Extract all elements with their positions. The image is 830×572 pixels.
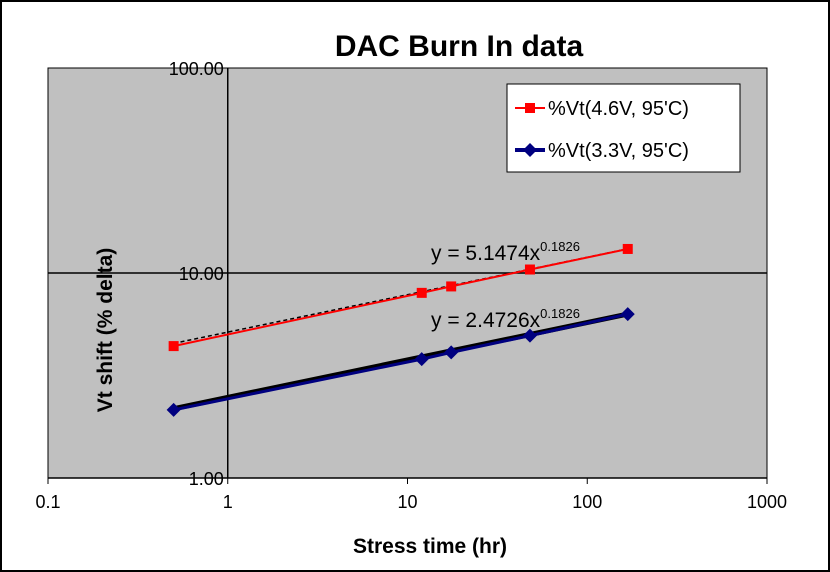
x-axis-label: Stress time (hr) <box>353 535 507 558</box>
series-1-point <box>622 243 633 254</box>
x-tick-label: 0.1 <box>35 492 60 512</box>
trendline-equations: y = 5.1474x0.1826 y = 2.4726x0.1826 <box>431 239 580 332</box>
legend-marker-series-1 <box>525 103 535 113</box>
x-tick-label: 1000 <box>747 492 787 512</box>
series-1-point <box>446 281 457 292</box>
series-2-point <box>620 307 635 322</box>
y-axis-label: Vt shift (% delta) <box>94 248 117 413</box>
series-2-point <box>522 328 537 343</box>
legend-box <box>506 83 741 173</box>
x-axis-ticks: 0.1 1 10 100 1000 <box>35 478 787 512</box>
series-1-point <box>524 264 535 275</box>
y-tick-label: 10.00 <box>179 264 224 284</box>
x-tick-label: 100 <box>572 492 602 512</box>
data-markers <box>166 243 635 417</box>
series-2-point <box>444 345 459 360</box>
series-2-point <box>414 352 429 367</box>
legend-label-series-2: %Vt(3.3V, 95'C) <box>548 140 689 162</box>
equation-series-2: y = 2.4726x0.1826 <box>431 306 580 332</box>
equation-series-1-exp: 0.1826 <box>540 239 580 254</box>
y-tick-label: 1.00 <box>189 469 224 489</box>
series-1-point <box>168 341 179 352</box>
equation-series-2-coef: y = 2.4726x <box>431 309 541 332</box>
x-tick-label: 10 <box>397 492 417 512</box>
series-2-point <box>166 402 181 417</box>
series-1-point <box>416 287 427 298</box>
y-axis-ticks: 1.00 10.00 100.00 <box>169 59 228 489</box>
legend-label-series-1: %Vt(4.6V, 95'C) <box>548 98 689 120</box>
equation-series-1-coef: y = 5.1474x <box>431 242 541 265</box>
x-tick-label: 1 <box>223 492 233 512</box>
chart-title: DAC Burn In data <box>335 30 584 63</box>
equation-series-1: y = 5.1474x0.1826 <box>431 239 580 265</box>
equation-series-2-exp: 0.1826 <box>540 306 580 321</box>
y-tick-label: 100.00 <box>169 59 224 79</box>
legend-marker-series-2 <box>523 143 537 157</box>
legend: %Vt(4.6V, 95'C) %Vt(3.3V, 95'C) <box>506 83 741 173</box>
